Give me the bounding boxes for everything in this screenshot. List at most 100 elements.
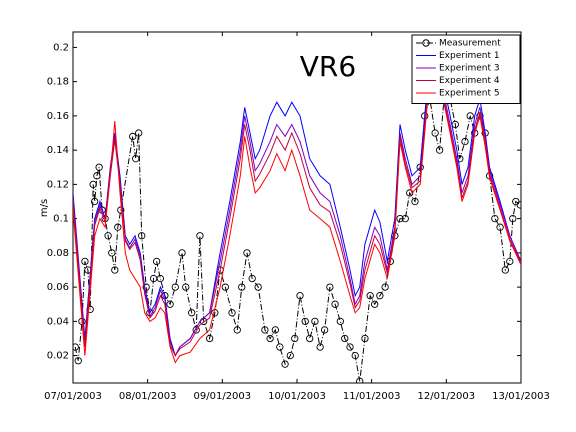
- data-point: [111, 266, 119, 274]
- data-point: [108, 249, 116, 257]
- data-point: [286, 351, 294, 360]
- x-tick-label: 07/01/2003: [44, 391, 102, 402]
- data-point: [196, 232, 204, 240]
- data-point: [466, 112, 474, 120]
- data-point: [221, 283, 229, 291]
- y-tick-label: 0.08: [47, 248, 69, 259]
- data-point: [192, 326, 200, 334]
- y-tick-label: 0.12: [47, 179, 69, 190]
- data-point: [188, 309, 196, 317]
- data-point: [356, 377, 364, 383]
- data-point: [89, 180, 97, 189]
- data-point: [376, 292, 384, 300]
- y-axis-label: m/s: [39, 199, 50, 217]
- x-tick-label: 13/01/2003: [492, 391, 550, 402]
- data-point: [291, 334, 299, 343]
- data-point: [276, 343, 284, 351]
- data-point: [311, 317, 319, 326]
- y-tick-label: 0.2: [53, 42, 69, 53]
- data-point: [114, 223, 122, 231]
- data-point: [306, 334, 314, 343]
- data-point: [182, 283, 190, 291]
- data-point: [261, 326, 269, 334]
- data-point: [336, 317, 344, 326]
- data-point: [104, 232, 112, 240]
- data-point: [271, 326, 279, 334]
- data-point: [381, 283, 389, 291]
- data-point: [238, 283, 246, 291]
- x-tick-label: 10/01/2003: [268, 391, 326, 402]
- legend-label: Experiment 1: [439, 51, 500, 61]
- legend-label: Experiment 4: [439, 76, 500, 86]
- y-tick-label: 0.14: [47, 145, 69, 156]
- data-point: [366, 292, 374, 300]
- data-point: [95, 163, 103, 171]
- data-point: [491, 214, 499, 223]
- data-point: [346, 343, 354, 351]
- data-point: [435, 146, 444, 154]
- legend-box: [411, 34, 521, 104]
- data-point: [73, 343, 79, 351]
- data-point: [254, 283, 262, 291]
- data-point: [166, 300, 174, 308]
- data-point: [316, 343, 324, 351]
- data-point: [326, 283, 334, 291]
- x-tick-label: 08/01/2003: [119, 391, 177, 402]
- legend-label: Measurement: [439, 39, 501, 49]
- data-point: [178, 249, 186, 257]
- x-tick-label: 09/01/2003: [194, 391, 252, 402]
- legend-marker: [422, 39, 430, 47]
- y-tick-label: 0.02: [47, 351, 69, 362]
- data-point: [341, 334, 349, 343]
- data-point: [132, 155, 140, 163]
- data-point: [396, 214, 404, 223]
- legend-label: Experiment 5: [439, 89, 500, 99]
- y-tick-label: 0.04: [47, 316, 69, 327]
- data-point: [243, 249, 251, 257]
- data-point: [74, 357, 82, 365]
- legend-label: Experiment 3: [439, 64, 500, 74]
- y-tick-label: 0.06: [47, 282, 69, 293]
- y-tick-label: 0.16: [47, 111, 69, 122]
- data-point: [281, 360, 289, 368]
- data-point: [138, 232, 146, 240]
- data-point: [296, 292, 304, 300]
- data-point: [371, 300, 379, 308]
- data-point: [81, 257, 89, 266]
- data-point: [301, 317, 309, 326]
- data-point: [248, 274, 256, 283]
- data-point: [506, 257, 514, 266]
- data-point: [401, 214, 409, 223]
- data-point: [411, 197, 419, 206]
- data-point: [509, 214, 517, 223]
- data-point: [135, 129, 143, 137]
- data-point: [406, 189, 414, 197]
- data-point: [461, 137, 469, 146]
- data-point: [331, 300, 339, 308]
- data-point: [496, 223, 504, 231]
- data-point: [431, 129, 439, 137]
- data-point: [512, 197, 520, 206]
- data-point: [501, 266, 509, 274]
- data-point: [233, 326, 241, 334]
- chart-title: VR6: [300, 50, 356, 83]
- data-point: [361, 334, 369, 343]
- data-point: [129, 132, 137, 141]
- data-point: [351, 351, 359, 360]
- data-point: [152, 257, 161, 266]
- data-point: [171, 283, 179, 291]
- data-point: [516, 201, 521, 209]
- y-tick-label: 0.1: [53, 214, 69, 225]
- data-point: [228, 309, 236, 317]
- data-point: [205, 334, 214, 343]
- data-point: [156, 274, 165, 283]
- y-tick-label: 0.18: [47, 77, 69, 88]
- data-point: [320, 326, 329, 334]
- x-tick-label: 12/01/2003: [418, 391, 476, 402]
- x-tick-label: 11/01/2003: [343, 391, 401, 402]
- data-point: [91, 197, 99, 206]
- data-point: [266, 334, 274, 343]
- data-point: [93, 172, 101, 180]
- data-point: [142, 283, 150, 291]
